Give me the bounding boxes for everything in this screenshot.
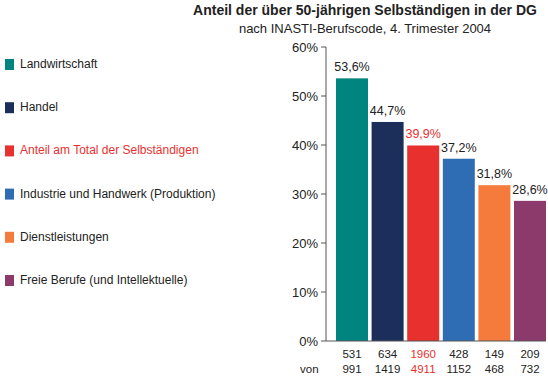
y-tick-label: 30% — [292, 187, 318, 202]
data-label: 37,2% — [441, 141, 476, 155]
legend-label: Handel — [20, 100, 58, 114]
legend-swatch — [5, 59, 14, 70]
data-label: 31,8% — [477, 167, 512, 181]
subtitle: nach INASTI-Berufscode, 4. Trimester 200… — [239, 21, 491, 36]
bar — [336, 78, 368, 341]
bars — [336, 78, 546, 341]
count-label: 209 — [520, 348, 539, 360]
legend-label: Industrie und Handwerk (Produktion) — [20, 187, 215, 201]
data-label: 44,7% — [370, 104, 405, 118]
y-tick — [321, 96, 326, 97]
total-label: 991 — [342, 363, 361, 375]
count-label: 634 — [378, 348, 398, 360]
total-label: 732 — [520, 363, 539, 375]
count-label: 1960 — [410, 348, 436, 360]
data-label: 53,6% — [334, 60, 369, 74]
legend-swatch — [5, 102, 14, 113]
y-tick-label: 40% — [292, 138, 318, 153]
total-label: 468 — [485, 363, 504, 375]
y-tick — [321, 194, 326, 195]
y-tick-label: 60% — [292, 40, 318, 55]
x-axis — [326, 341, 546, 342]
y-tick-label: 0% — [299, 334, 318, 349]
legend-label: Dienstleistungen — [20, 230, 109, 244]
bar — [514, 201, 546, 341]
y-tick-label: 10% — [292, 285, 318, 300]
legend: Landwirtschaft Handel Anteil am Total der … — [5, 57, 215, 287]
total-label: 1419 — [375, 363, 401, 375]
legend-swatch — [5, 189, 14, 200]
y-tick — [321, 243, 326, 244]
chart-svg: Anteil der über 50-jährigen Selbständige… — [0, 0, 548, 377]
y-tick — [321, 341, 326, 342]
legend-label: Landwirtschaft — [20, 57, 98, 71]
legend-swatch — [5, 232, 14, 243]
data-label: 39,9% — [405, 127, 440, 141]
bar — [478, 185, 510, 341]
count-label: 428 — [449, 348, 468, 360]
count-label: 149 — [485, 348, 504, 360]
count-label: 531 — [342, 348, 361, 360]
totals-prefix: von — [300, 363, 319, 375]
legend-label: Freie Berufe (und Intellektuelle) — [20, 273, 187, 287]
y-tick-label: 50% — [292, 89, 318, 104]
total-label: 1152 — [446, 363, 471, 375]
y-tick — [321, 145, 326, 146]
y-tick-label: 20% — [292, 236, 318, 251]
legend-swatch — [5, 275, 14, 286]
legend-label: Anteil am Total der Selbständigen — [20, 143, 199, 157]
chart-container: Anteil der über 50-jährigen Selbständige… — [0, 0, 548, 377]
legend-swatch — [5, 145, 14, 156]
bar — [443, 159, 475, 341]
data-label: 28,6% — [512, 183, 547, 197]
y-tick — [321, 47, 326, 48]
total-label: 4911 — [411, 363, 436, 375]
bar — [372, 122, 404, 341]
title: Anteil der über 50-jährigen Selbständige… — [193, 2, 537, 18]
y-tick — [321, 292, 326, 293]
bar — [407, 145, 439, 341]
